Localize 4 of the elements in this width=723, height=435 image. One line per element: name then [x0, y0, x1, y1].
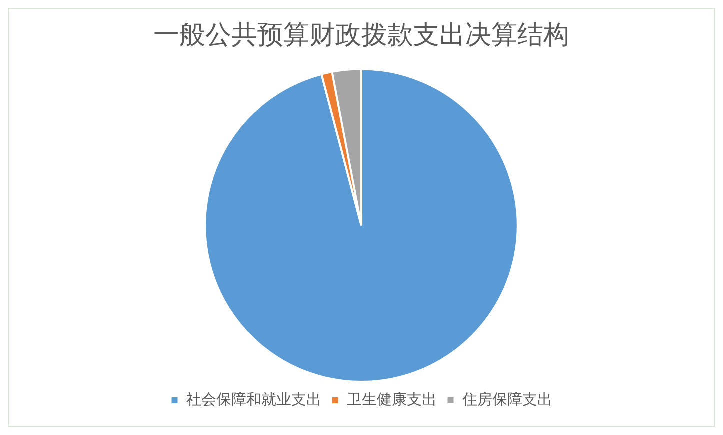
chart-title: 一般公共预算财政拨款支出决算结构 [154, 20, 570, 50]
legend-label: 住房保障支出 [461, 390, 552, 408]
legend-label: 社会保障和就业支出 [186, 390, 322, 408]
legend-label: 卫生健康支出 [346, 390, 437, 408]
